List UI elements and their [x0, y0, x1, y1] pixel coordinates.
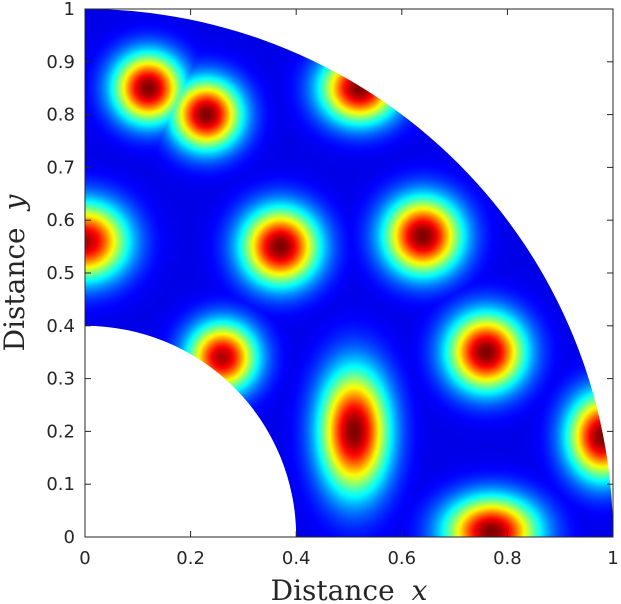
x-tick-label: 0: [79, 548, 90, 569]
y-tick-label: 0.8: [46, 105, 75, 126]
y-tick-label: 0.1: [46, 474, 75, 495]
y-axis-label-text: Distance: [0, 227, 31, 351]
y-tick-label: 0.9: [46, 52, 75, 73]
x-tick-label: 0.8: [493, 548, 522, 569]
x-axis-label-variable: x: [412, 574, 428, 604]
x-tick-label: 0.2: [176, 548, 205, 569]
y-tick-label: 0.3: [46, 369, 75, 390]
y-tick-label: 0.5: [46, 263, 75, 284]
y-axis-label-variable: y: [0, 193, 31, 212]
x-tick-label: 1: [607, 548, 618, 569]
x-axis-label: Distance x: [271, 574, 428, 604]
heatmap-image: [85, 9, 613, 537]
y-tick-label: 0: [64, 527, 75, 548]
x-tick-label: 0.4: [282, 548, 311, 569]
y-tick-label: 0.7: [46, 157, 75, 178]
x-tick-label: 0.6: [387, 548, 416, 569]
y-tick-label: 1: [64, 0, 75, 20]
y-axis-ticks: 0 0.1 0.2 0.3 0.4 0.5 0.6 0.7 0.8 0.9 1: [46, 0, 613, 548]
y-tick-label: 0.2: [46, 421, 75, 442]
y-axis-label: Distance y: [0, 193, 31, 351]
x-axis-label-text: Distance: [271, 574, 395, 604]
x-axis-ticks: 0 0.2 0.4 0.6 0.8 1: [79, 9, 619, 569]
y-tick-label: 0.6: [46, 210, 75, 231]
y-tick-label: 0.4: [46, 316, 75, 337]
heatmap-field: [85, 9, 613, 537]
